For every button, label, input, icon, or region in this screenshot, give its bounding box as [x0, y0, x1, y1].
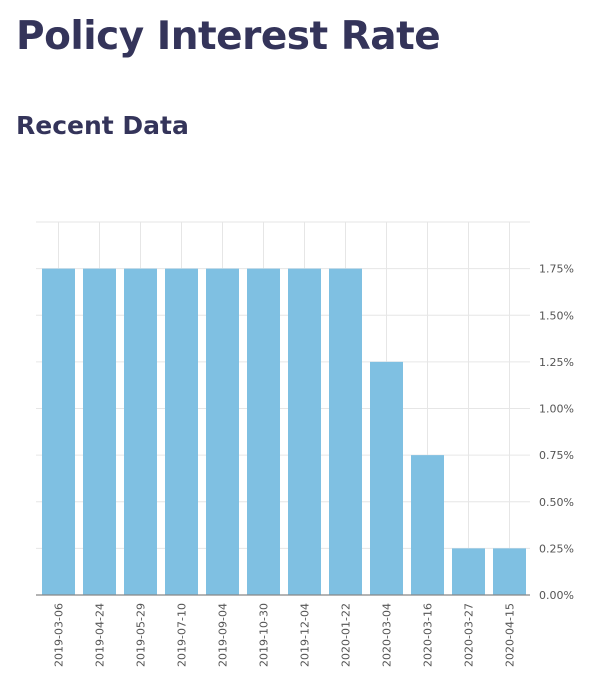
bar [83, 268, 116, 595]
bar [493, 548, 526, 595]
x-tick-label: 2019-10-30 [258, 603, 271, 667]
x-tick-label: 2019-12-04 [299, 603, 312, 667]
bar [124, 268, 157, 595]
x-tick-label: 2020-01-22 [340, 603, 353, 667]
bar [165, 268, 198, 595]
section-title: Recent Data [16, 111, 189, 140]
x-tick-label: 2019-07-10 [176, 603, 189, 667]
y-tick-label: 0.00% [539, 589, 574, 602]
y-tick-label: 1.00% [539, 403, 574, 416]
x-tick-label: 2019-05-29 [135, 603, 148, 667]
bar [206, 268, 239, 595]
x-tick-label: 2020-03-27 [463, 603, 476, 667]
bar [411, 455, 444, 595]
y-tick-label: 0.50% [539, 496, 574, 509]
x-tick-label: 2020-04-15 [504, 603, 517, 667]
bar [370, 361, 403, 595]
y-tick-label: 0.75% [539, 449, 574, 462]
bar [329, 268, 362, 595]
y-tick-label: 1.25% [539, 356, 574, 369]
x-tick-label: 2020-03-04 [381, 603, 394, 667]
y-tick-label: 1.75% [539, 263, 574, 276]
x-tick-label: 2020-03-16 [422, 603, 435, 667]
y-tick-label: 1.50% [539, 309, 574, 322]
bar [452, 548, 485, 595]
page-title: Policy Interest Rate [16, 14, 441, 59]
y-tick-label: 0.25% [539, 542, 574, 555]
bar [42, 268, 75, 595]
bar [288, 268, 321, 595]
x-tick-label: 2019-03-06 [53, 603, 66, 667]
x-tick-label: 2019-09-04 [217, 603, 230, 667]
x-tick-label: 2019-04-24 [94, 603, 107, 667]
bar [247, 268, 280, 595]
